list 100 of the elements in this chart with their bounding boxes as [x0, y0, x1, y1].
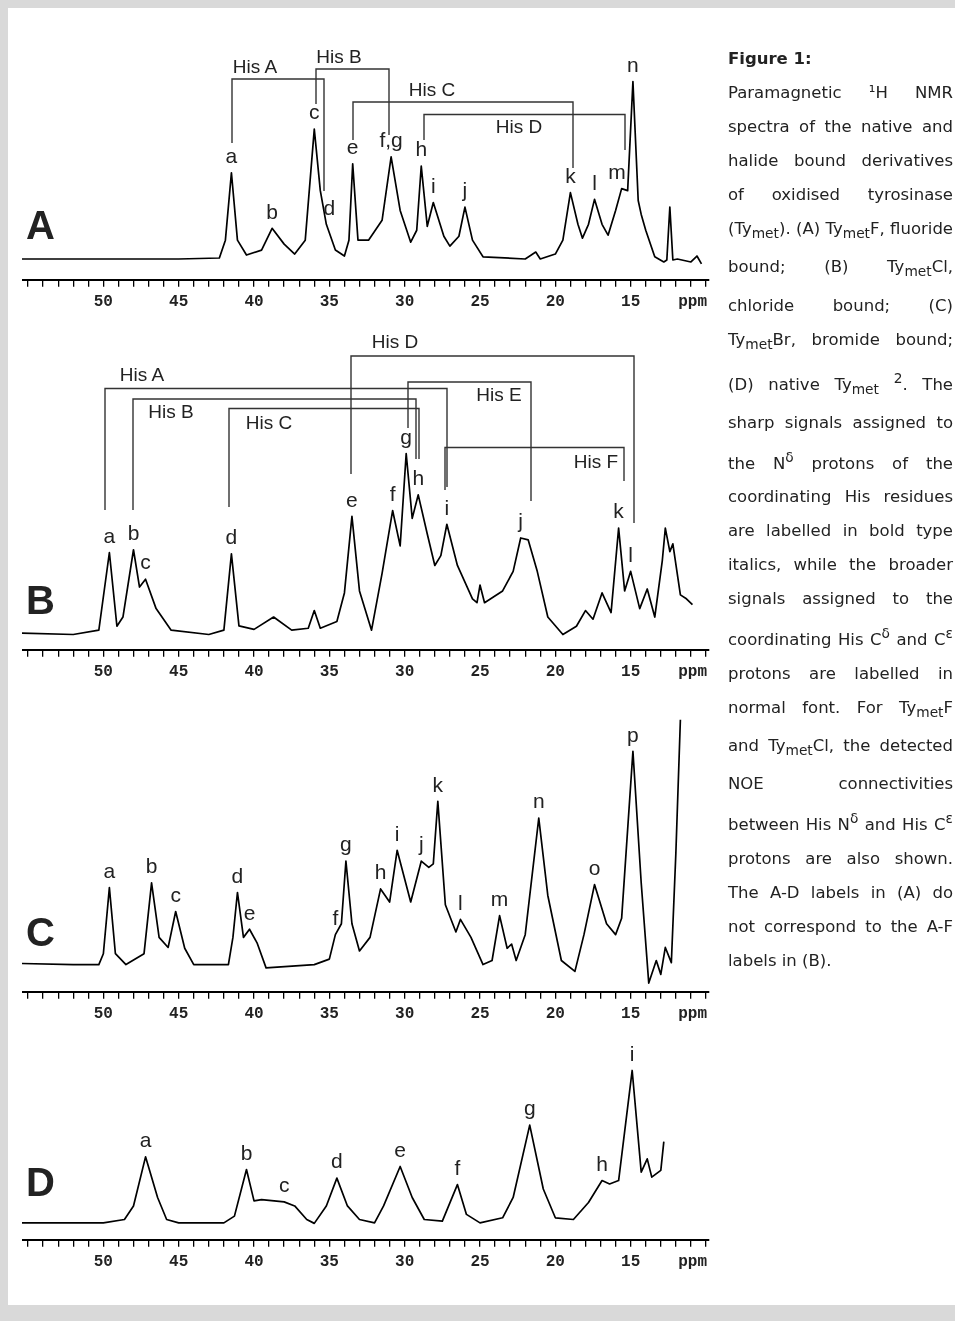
x-axis-title: ppm	[678, 292, 708, 311]
x-tick-label: 25	[470, 1005, 490, 1024]
annotation: d	[323, 195, 336, 219]
x-tick-label: 25	[470, 1253, 490, 1272]
annotation: k	[613, 499, 625, 523]
annotation: g	[523, 1096, 536, 1120]
text: His E	[476, 384, 522, 406]
annotation: f	[389, 481, 396, 505]
x-tick-label: 50	[93, 663, 113, 682]
annotation: b	[266, 199, 278, 223]
annotation: i	[394, 821, 400, 845]
annotation: f	[454, 1155, 461, 1179]
x-tick-label: 35	[319, 293, 339, 312]
x-tick-label: 30	[395, 293, 415, 312]
annotation: j	[461, 178, 468, 202]
annotation: m	[608, 159, 626, 183]
annotation: g	[340, 832, 352, 856]
text: His C	[245, 412, 293, 434]
x-tick-label: 50	[93, 293, 113, 312]
text: C	[26, 910, 55, 955]
x-axis-title: ppm	[678, 662, 708, 681]
x-tick-label: 30	[395, 1005, 415, 1024]
x-tick-label: 25	[470, 663, 490, 682]
annotation: e	[346, 487, 358, 511]
annotation: i	[629, 1041, 635, 1065]
annotation: k	[432, 772, 444, 796]
annotation: h	[415, 137, 428, 161]
x-tick-label: 35	[319, 663, 339, 682]
x-axis-title: ppm	[678, 1004, 708, 1023]
annotation: d	[225, 525, 238, 549]
annotation: l	[628, 542, 634, 566]
annotation: f	[332, 905, 339, 929]
x-tick-label: 15	[621, 1005, 641, 1024]
text: His B	[316, 46, 362, 68]
annotation: c	[170, 882, 181, 906]
annotation: His D	[495, 116, 543, 138]
annotation: l	[592, 170, 597, 194]
annotation: d	[331, 1149, 343, 1173]
x-tick-label: 30	[395, 663, 415, 682]
text: His A	[119, 364, 165, 386]
annotation: c	[309, 100, 320, 124]
annotation: k	[565, 163, 577, 187]
x-tick-label: 15	[621, 1253, 641, 1272]
x-axis-title: ppm	[678, 1252, 708, 1271]
annotation: His C	[408, 79, 456, 101]
annotation: a	[103, 523, 116, 547]
x-tick-label: 20	[545, 663, 565, 682]
x-tick-label: 45	[169, 663, 189, 682]
x-tick-label: 15	[621, 663, 641, 682]
x-tick-label: 40	[244, 663, 264, 682]
text: Paramagnetic ¹H NMR spectra of the native and halide bound derivatives of oxidised tyrosinase (Ty$_{met}$). (A) Ty$_{met}$F, fluoride bound; (B) Ty$_{met}$Cl, chloride bound; (C) Ty$_{met}$Br, bromide bound; (D) native Ty$_{met}$ $^{2}$. The sharp signals assigned to the N$^{δ}$ protons of the coordinating His residues are labelled in bold type italics, while the broader signals assigned to the coordinating His C$^{δ}$ and C$^{ε}$ protons are labelled in normal font. For Ty$_{met}$F and Ty$_{met}$Cl, the detected NOE connectivities between His N$^{δ}$ and His C$^{ε}$ protons are also shown. The A-D labels in (A) do not correspond to the A-F labels in (B).	[728, 83, 954, 970]
x-tick-label: 35	[319, 1253, 339, 1272]
x-tick-label: 25	[470, 293, 490, 312]
annotation: i	[430, 173, 436, 197]
annotation: e	[243, 900, 256, 924]
annotation: a	[103, 858, 116, 882]
annotation: h	[374, 860, 387, 884]
annotation: h	[412, 466, 425, 490]
annotation: g	[400, 424, 413, 448]
annotation: j	[417, 832, 424, 856]
text: D	[26, 1160, 55, 1205]
annotation: His F	[573, 451, 619, 473]
annotation: c	[140, 550, 151, 574]
x-tick-label: 45	[169, 1253, 189, 1272]
annotation: p	[627, 722, 639, 746]
text: His D	[371, 331, 419, 353]
text: A	[26, 203, 55, 248]
x-tick-label: 40	[244, 1005, 264, 1024]
annotation: n	[627, 52, 639, 76]
annotation: b	[127, 521, 140, 545]
text: His A	[232, 56, 278, 78]
x-tick-label: 15	[621, 293, 641, 312]
x-tick-label: 20	[545, 1253, 565, 1272]
annotation: d	[231, 863, 244, 887]
x-tick-label: 30	[395, 1253, 415, 1272]
x-tick-label: 40	[244, 293, 264, 312]
annotation: o	[588, 855, 601, 879]
annotation: a	[225, 144, 238, 168]
annotation: c	[278, 1173, 290, 1197]
annotation: b	[240, 1140, 253, 1164]
text: Figure 1:	[728, 48, 813, 70]
annotation: f,g	[379, 128, 403, 152]
x-tick-label: 50	[93, 1253, 113, 1272]
annotation: h	[596, 1151, 608, 1175]
x-tick-label: 20	[545, 1005, 565, 1024]
annotation: j	[517, 509, 524, 533]
annotation: e	[346, 135, 359, 159]
annotation: l	[458, 890, 463, 914]
x-tick-label: 45	[169, 1005, 189, 1024]
annotation: i	[444, 495, 450, 519]
x-tick-label: 20	[545, 293, 565, 312]
annotation: b	[145, 854, 158, 878]
annotation: n	[532, 789, 545, 813]
x-tick-label: 40	[244, 1253, 264, 1272]
annotation: a	[139, 1128, 152, 1152]
annotation: m	[490, 886, 509, 910]
x-tick-label: 35	[319, 1005, 339, 1024]
x-tick-label: 45	[169, 293, 189, 312]
text: His B	[148, 401, 194, 423]
annotation: e	[394, 1137, 406, 1161]
